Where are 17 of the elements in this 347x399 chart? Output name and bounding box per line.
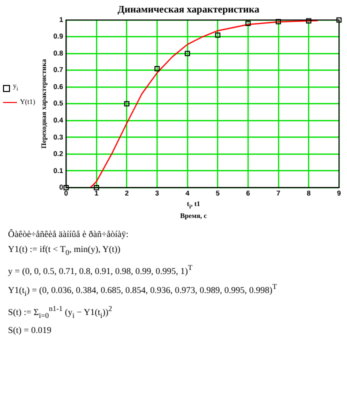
point [94, 184, 100, 190]
point [215, 32, 220, 38]
text: S(t) = 0.019 [8, 324, 52, 337]
text: S(t) := Σ$_{i=0}$$^{n1-1}$ (y$_{i}$ − Y1(t$_{i}$))$^{2}$ [8, 304, 112, 320]
point [306, 18, 312, 24]
point [336, 17, 342, 23]
text: Ôàêòè÷åñêèå äàííûå è ðàñ÷åòíàÿ: [8, 228, 130, 242]
point [184, 50, 190, 56]
point [64, 184, 69, 190]
point [245, 20, 251, 26]
text: Y1(t$_{i}$) = (0, 0.036, 0.384, 0.685, 0.854, 0.936, 0.973, 0.989, 0.995, 0.998)$^{T}$ [8, 281, 278, 300]
chart-title: Динамическая характеристика [118, 4, 260, 16]
text: Y1(t) := if(t < T$_{0}$, min(y), Y(t)) [8, 243, 122, 260]
text: y = (0, 0, 0.5, 0.71, 0.8, 0.91, 0.98, 0.99, 0.995, 1)$^{T}$ [8, 262, 194, 278]
point [276, 19, 281, 24]
point [124, 101, 130, 106]
point [154, 66, 160, 72]
